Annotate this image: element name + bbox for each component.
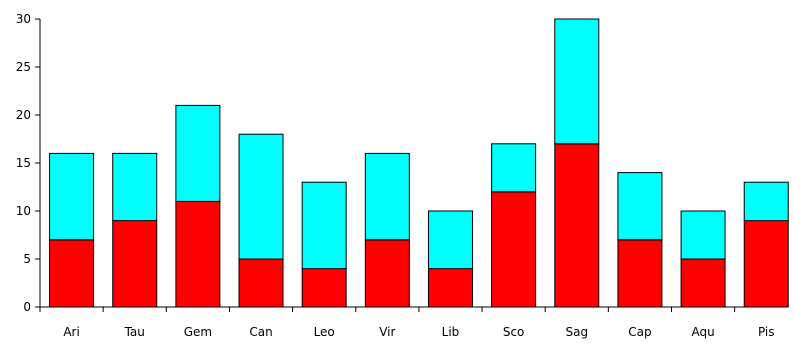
bar-can-segment-1	[238, 258, 284, 308]
bar-sag-segment-2	[554, 18, 600, 145]
x-tick-label-sag: Sag	[565, 325, 588, 339]
bar-lib-segment-1	[427, 268, 473, 308]
bar-tau-segment-2	[112, 152, 158, 222]
bar-aqu-segment-2	[680, 210, 726, 260]
bar-gem-segment-2	[175, 104, 221, 202]
y-tick-label: 15	[16, 156, 31, 170]
y-tick-label: 20	[16, 108, 31, 122]
x-tick-label-ari: Ari	[63, 325, 79, 339]
bar-gem-segment-1	[175, 200, 221, 308]
y-tick-label: 10	[16, 204, 31, 218]
y-tick-label: 30	[16, 12, 31, 26]
bar-cap-segment-1	[617, 239, 663, 308]
x-ticks-layer: Ari Tau Gem Can Leo Vir Lib Sco Sag Cap Aqu Pis	[39, 307, 775, 339]
x-tick-label-can: Can	[249, 325, 272, 339]
bar-can-segment-2	[238, 133, 284, 260]
bar-ari-segment-1	[49, 239, 95, 308]
x-tick-label-tau: Tau	[124, 325, 145, 339]
x-tick-label-vir: Vir	[379, 325, 395, 339]
x-tick-label-leo: Leo	[314, 325, 335, 339]
bar-sag-segment-1	[554, 143, 600, 308]
x-tick-label-cap: Cap	[628, 325, 651, 339]
bar-vir-segment-1	[364, 239, 410, 308]
x-tick-label-lib: Lib	[442, 325, 460, 339]
bar-cap-segment-2	[617, 172, 663, 241]
bar-aqu-segment-1	[680, 258, 726, 308]
x-tick-label-sco: Sco	[503, 325, 525, 339]
bar-sco-segment-2	[491, 143, 537, 193]
bar-pis-segment-1	[743, 220, 789, 308]
bar-vir-segment-2	[364, 152, 410, 241]
y-ticks-layer: 0 5 10 15 20 25 30	[16, 12, 40, 314]
bar-leo-segment-1	[301, 268, 347, 308]
bar-ari-segment-2	[49, 152, 95, 241]
bar-tau-segment-1	[112, 220, 158, 308]
x-tick-label-aqu: Aqu	[691, 325, 714, 339]
bar-lib-segment-2	[427, 210, 473, 270]
bars-layer	[49, 18, 789, 308]
bar-sco-segment-1	[491, 191, 537, 308]
bar-pis-segment-2	[743, 181, 789, 222]
y-tick-label: 5	[23, 252, 31, 266]
x-tick-label-pis: Pis	[758, 325, 775, 339]
y-tick-label: 0	[23, 300, 31, 314]
bar-leo-segment-2	[301, 181, 347, 270]
y-tick-label: 25	[16, 60, 31, 74]
x-tick-label-gem: Gem	[184, 325, 212, 339]
